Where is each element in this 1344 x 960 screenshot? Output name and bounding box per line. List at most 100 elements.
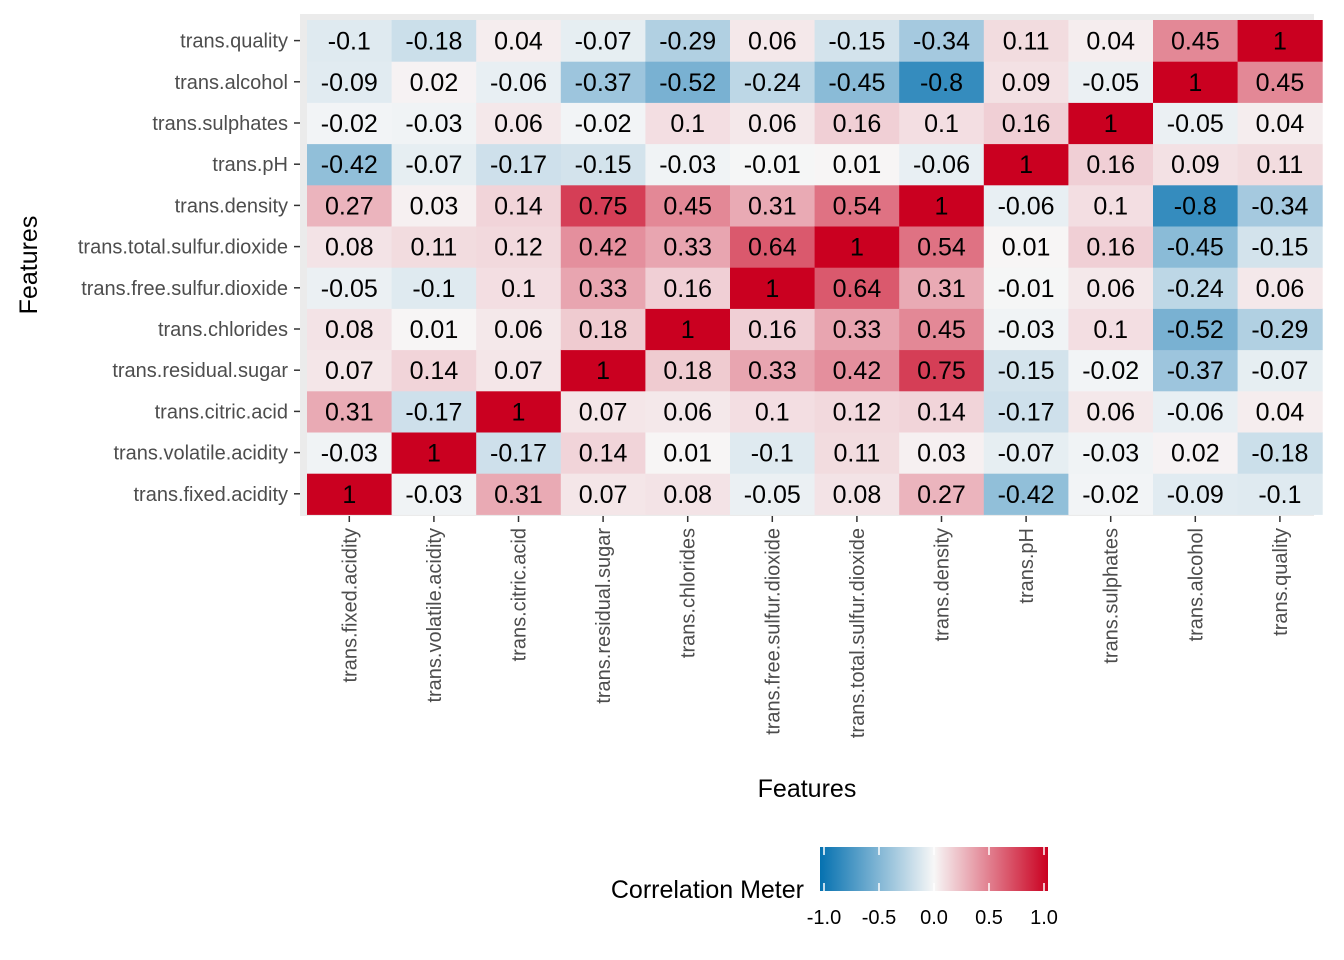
cell-value-label: 0.06 [494, 110, 543, 138]
heatmap-cell [814, 102, 900, 145]
heatmap-cell [1068, 390, 1154, 433]
heatmap-cell [1237, 267, 1323, 309]
cell-value-label: -0.34 [913, 28, 970, 56]
cell-value-label: 0.07 [579, 481, 628, 509]
cell-value-label: 0.08 [325, 234, 374, 262]
heatmap-cell [391, 308, 477, 351]
heatmap-cell [391, 20, 477, 62]
heatmap-cell [730, 143, 816, 186]
cell-value-label: 0.31 [748, 192, 797, 220]
cell-value-label: 0.01 [1002, 234, 1051, 262]
heatmap-cell [1153, 308, 1239, 351]
cell-value-label: -0.1 [412, 275, 455, 303]
heatmap-cell [1153, 473, 1239, 515]
x-tick-label: trans.chlorides [678, 528, 700, 658]
cell-value-label: -0.15 [828, 28, 885, 56]
heatmap-cell [983, 226, 1069, 268]
cell-value-label: 0.42 [579, 234, 628, 262]
heatmap-cell [899, 308, 985, 351]
cell-value-label: 1 [427, 440, 441, 468]
heatmap-cell [560, 61, 646, 103]
heatmap-cell [1068, 143, 1154, 186]
heatmap-cell [391, 184, 477, 227]
cell-value-label: -0.03 [321, 440, 378, 468]
cell-value-label: 0.27 [917, 481, 966, 509]
heatmap-cell [1068, 308, 1154, 351]
cell-value-label: -0.02 [1082, 481, 1139, 509]
heatmap-cell [1237, 143, 1323, 186]
cell-value-label: 0.64 [833, 275, 882, 303]
heatmap-cell [476, 349, 562, 392]
heatmap-cell [983, 432, 1069, 474]
cell-value-label: -0.03 [405, 481, 462, 509]
cell-value-label: -0.06 [913, 151, 970, 179]
heatmap-cell [391, 390, 477, 433]
legend-tick-label: 1.0 [1030, 907, 1058, 929]
heatmap-cell [814, 143, 900, 186]
cell-value-label: 0.45 [663, 192, 712, 220]
heatmap-cell [307, 473, 393, 515]
heatmap-cell [1153, 20, 1239, 62]
x-tick-label: trans.alcohol [1185, 528, 1207, 641]
heatmap-cell [391, 226, 477, 268]
cell-value-label: -0.02 [575, 110, 632, 138]
heatmap-cell [1068, 267, 1154, 309]
cell-value-label: -0.09 [321, 69, 378, 97]
heatmap-cell [814, 432, 900, 474]
y-tick-label: trans.residual.sugar [112, 360, 288, 382]
cell-value-label: 0.16 [663, 275, 712, 303]
heatmap-cell [560, 473, 646, 515]
cell-value-label: 0.42 [833, 357, 882, 385]
heatmap-cell [899, 432, 985, 474]
heatmap-cell [899, 226, 985, 268]
cell-value-label: 1 [935, 192, 949, 220]
heatmap-cell [730, 473, 816, 515]
heatmap-cell [307, 20, 393, 62]
heatmap-cell [645, 267, 731, 309]
heatmap-cell [983, 20, 1069, 62]
heatmap-cell [391, 432, 477, 474]
cell-value-label: -0.15 [575, 151, 632, 179]
x-axis: trans.fixed.acidity trans.volatile.acidit… [339, 516, 1292, 738]
cell-value-label: -0.34 [1251, 192, 1308, 220]
heatmap-cell [1237, 308, 1323, 351]
heatmap-cell [983, 102, 1069, 145]
cell-value-label: -0.15 [998, 357, 1055, 385]
cell-value-label: -0.06 [1167, 398, 1224, 426]
heatmap-cell [899, 184, 985, 227]
heatmap-cell [391, 102, 477, 145]
cell-value-label: -0.02 [1082, 357, 1139, 385]
heatmap-cell [1068, 61, 1154, 103]
heatmap-cell [899, 390, 985, 433]
heatmap-cell [983, 143, 1069, 186]
x-tick-label: trans.residual.sugar [593, 528, 615, 704]
heatmap-cell [645, 226, 731, 268]
cell-value-label: 0.27 [325, 192, 374, 220]
x-tick-label: trans.total.sulfur.dioxide [847, 528, 869, 738]
cell-value-label: 0.45 [1171, 28, 1220, 56]
heatmap-cells [307, 20, 1323, 515]
cell-value-label: -0.1 [328, 28, 371, 56]
heatmap-cell [730, 184, 816, 227]
heatmap-cell [560, 226, 646, 268]
heatmap-cell [307, 61, 393, 103]
cell-value-label: -0.06 [490, 69, 547, 97]
cell-value-label: 0.07 [579, 398, 628, 426]
heatmap-cell [814, 349, 900, 392]
cell-value-label: 0.1 [501, 275, 536, 303]
cell-value-label: -0.03 [1082, 440, 1139, 468]
heatmap-cell [1068, 102, 1154, 145]
heatmap-cell [1237, 473, 1323, 515]
heatmap-cell [1153, 390, 1239, 433]
heatmap-cell [560, 349, 646, 392]
cell-value-label: -0.29 [1251, 316, 1308, 344]
y-tick-label: trans.free.sulfur.dioxide [81, 278, 288, 300]
heatmap-cell [730, 390, 816, 433]
cell-value-label: 1 [512, 398, 526, 426]
heatmap-cell [476, 267, 562, 309]
heatmap-cell [1068, 473, 1154, 515]
heatmap-cell [645, 349, 731, 392]
cell-value-label: 0.08 [325, 316, 374, 344]
cell-value-label: 0.18 [579, 316, 628, 344]
cell-value-label: 0.12 [833, 398, 882, 426]
